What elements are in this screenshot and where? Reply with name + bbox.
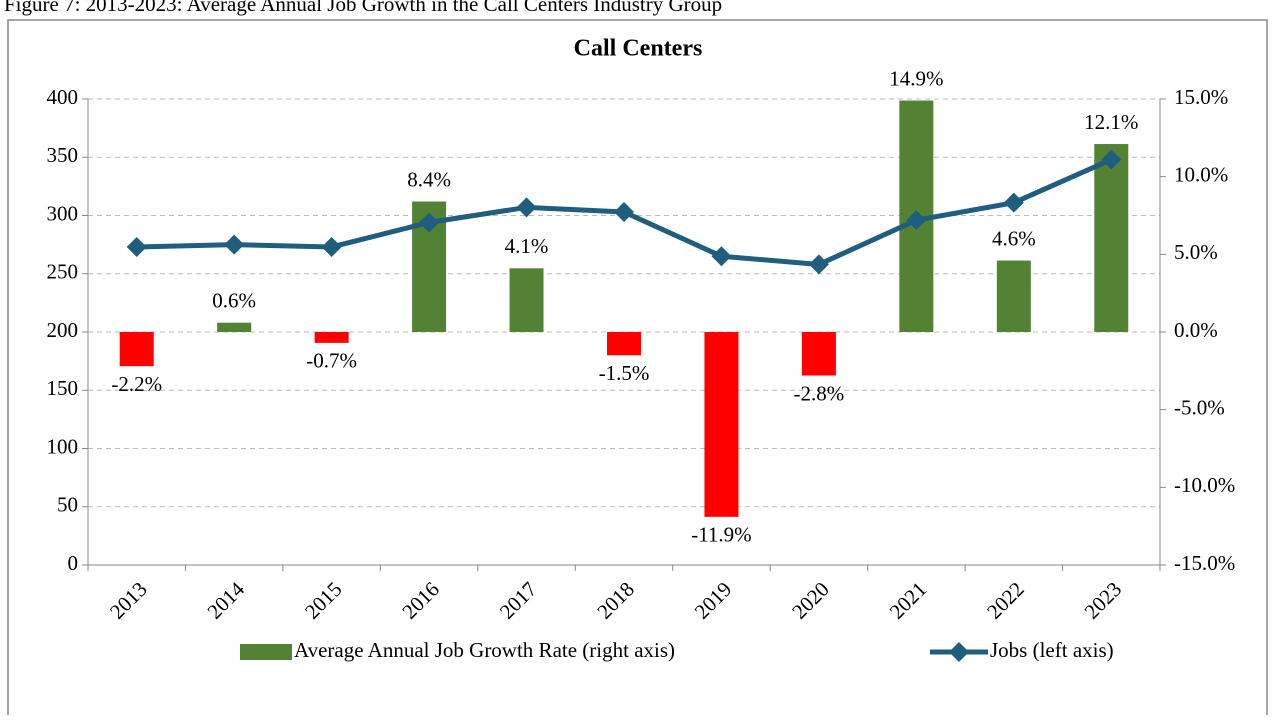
legend-swatch bbox=[240, 644, 292, 660]
y-tick-label: 150 bbox=[47, 376, 79, 400]
data-label: 12.1% bbox=[1084, 110, 1138, 134]
figure-caption: Figure 7: 2013-2023: Average Annual Job … bbox=[4, 0, 722, 16]
marker bbox=[1101, 149, 1122, 170]
y2-tick-label: 0.0% bbox=[1174, 318, 1218, 342]
data-label: 4.6% bbox=[992, 226, 1036, 250]
y-tick-label: 350 bbox=[47, 143, 79, 167]
data-label: -0.7% bbox=[306, 349, 357, 373]
bar bbox=[704, 332, 739, 517]
chart-title: Call Centers bbox=[574, 36, 703, 62]
data-label: -11.9% bbox=[691, 523, 751, 547]
bar bbox=[607, 332, 641, 356]
marker bbox=[224, 234, 245, 255]
bar bbox=[509, 268, 544, 332]
bar bbox=[1094, 144, 1129, 332]
y2-tick-label: -15.0% bbox=[1174, 551, 1235, 575]
y-tick-label: 50 bbox=[57, 493, 78, 517]
y2-tick-label: 15.0% bbox=[1174, 85, 1228, 109]
legend-label: Jobs (left axis) bbox=[990, 638, 1114, 662]
bar bbox=[119, 332, 154, 367]
data-label: 14.9% bbox=[889, 66, 943, 90]
y-tick-label: 400 bbox=[47, 85, 79, 109]
marker bbox=[126, 236, 147, 257]
marker bbox=[516, 197, 537, 218]
marker bbox=[321, 236, 342, 257]
marker bbox=[711, 246, 732, 267]
data-label: 4.1% bbox=[505, 234, 549, 258]
y-tick-label: 100 bbox=[47, 434, 79, 458]
bar bbox=[314, 332, 349, 343]
chart-border bbox=[7, 19, 1268, 720]
y2-tick-label: 10.0% bbox=[1174, 162, 1228, 186]
marker bbox=[906, 210, 927, 231]
marker bbox=[419, 212, 440, 233]
data-label: -2.2% bbox=[111, 372, 162, 396]
y2-tick-label: -5.0% bbox=[1174, 395, 1225, 419]
legend-label: Average Annual Job Growth Rate (right ax… bbox=[294, 638, 675, 662]
marker bbox=[808, 254, 829, 275]
marker bbox=[1003, 192, 1024, 213]
bar bbox=[996, 260, 1031, 332]
marker bbox=[614, 202, 634, 223]
y-tick-label: 300 bbox=[47, 201, 79, 225]
y2-tick-label: 5.0% bbox=[1174, 240, 1218, 264]
data-label: -2.8% bbox=[794, 381, 845, 405]
data-label: 8.4% bbox=[407, 167, 451, 191]
y-tick-label: 0 bbox=[68, 551, 79, 575]
y-tick-label: 200 bbox=[47, 318, 79, 342]
y-tick-label: 250 bbox=[47, 260, 79, 284]
data-label: -1.5% bbox=[599, 361, 650, 385]
bar bbox=[801, 332, 836, 376]
bar bbox=[217, 322, 252, 332]
legend-swatch bbox=[949, 642, 969, 662]
data-label: 0.6% bbox=[212, 288, 256, 312]
y2-tick-label: -10.0% bbox=[1174, 473, 1235, 497]
